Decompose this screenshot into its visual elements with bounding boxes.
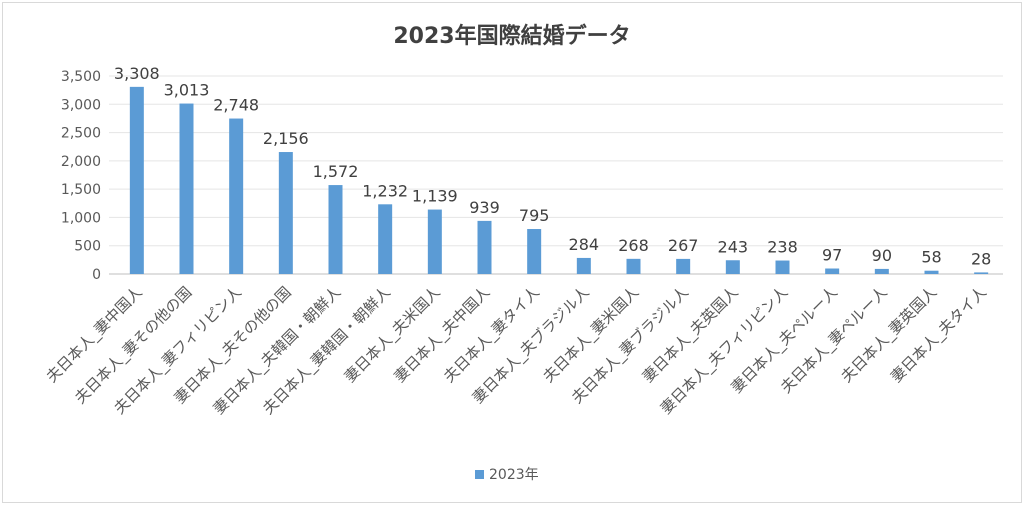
data-label: 2,156: [263, 129, 309, 148]
data-label: 939: [469, 198, 500, 217]
y-tick-label: 1,000: [61, 210, 101, 226]
bar: [626, 258, 641, 274]
data-label: 97: [822, 246, 842, 265]
bar: [527, 229, 542, 274]
y-tick-label: 2,000: [61, 154, 101, 170]
legend: 2023年: [475, 467, 539, 483]
bar: [775, 260, 790, 274]
bar: [924, 270, 939, 274]
data-label: 90: [872, 246, 892, 265]
y-tick-label: 500: [74, 239, 101, 255]
bar: [874, 268, 889, 274]
data-label: 238: [767, 238, 798, 257]
bar: [278, 152, 293, 274]
bar: [676, 258, 691, 274]
y-tick-label: 0: [92, 267, 101, 283]
y-tick-label: 3,500: [61, 69, 101, 85]
data-label: 1,572: [313, 162, 359, 181]
bar: [825, 268, 840, 274]
y-tick-label: 2,500: [61, 126, 101, 142]
data-label: 3,013: [164, 81, 210, 100]
x-tick-label: 妻日本人_夫タイ人: [887, 283, 991, 387]
chart-title: 2023年国際結婚データ: [393, 23, 630, 49]
data-label: 243: [718, 237, 749, 256]
bar: [477, 220, 492, 274]
bar: [576, 257, 591, 274]
bar: [229, 118, 244, 274]
legend-swatch: [475, 470, 484, 479]
data-label: 267: [668, 236, 699, 255]
data-label: 3,308: [114, 64, 160, 83]
y-tick-label: 3,000: [61, 97, 101, 113]
data-label: 2,748: [213, 96, 259, 115]
bar: [129, 86, 144, 274]
bar: [427, 209, 442, 274]
bar: [378, 204, 393, 274]
bar: [179, 103, 194, 274]
data-label: 284: [569, 235, 600, 254]
data-label: 28: [971, 249, 991, 268]
data-label: 58: [921, 248, 941, 267]
bar-chart: 2023年国際結婚データ 0 500 1,000 1,500 2,000 2,500 3,0…: [43, 23, 1003, 483]
legend-label: 2023年: [489, 467, 539, 483]
bar: [328, 185, 343, 274]
data-label: 1,232: [362, 181, 408, 200]
data-label: 795: [519, 206, 550, 225]
y-tick-label: 1,500: [61, 182, 101, 198]
data-label: 1,139: [412, 187, 458, 206]
bar: [725, 260, 740, 274]
data-label: 268: [618, 236, 649, 255]
bar: [974, 272, 989, 274]
